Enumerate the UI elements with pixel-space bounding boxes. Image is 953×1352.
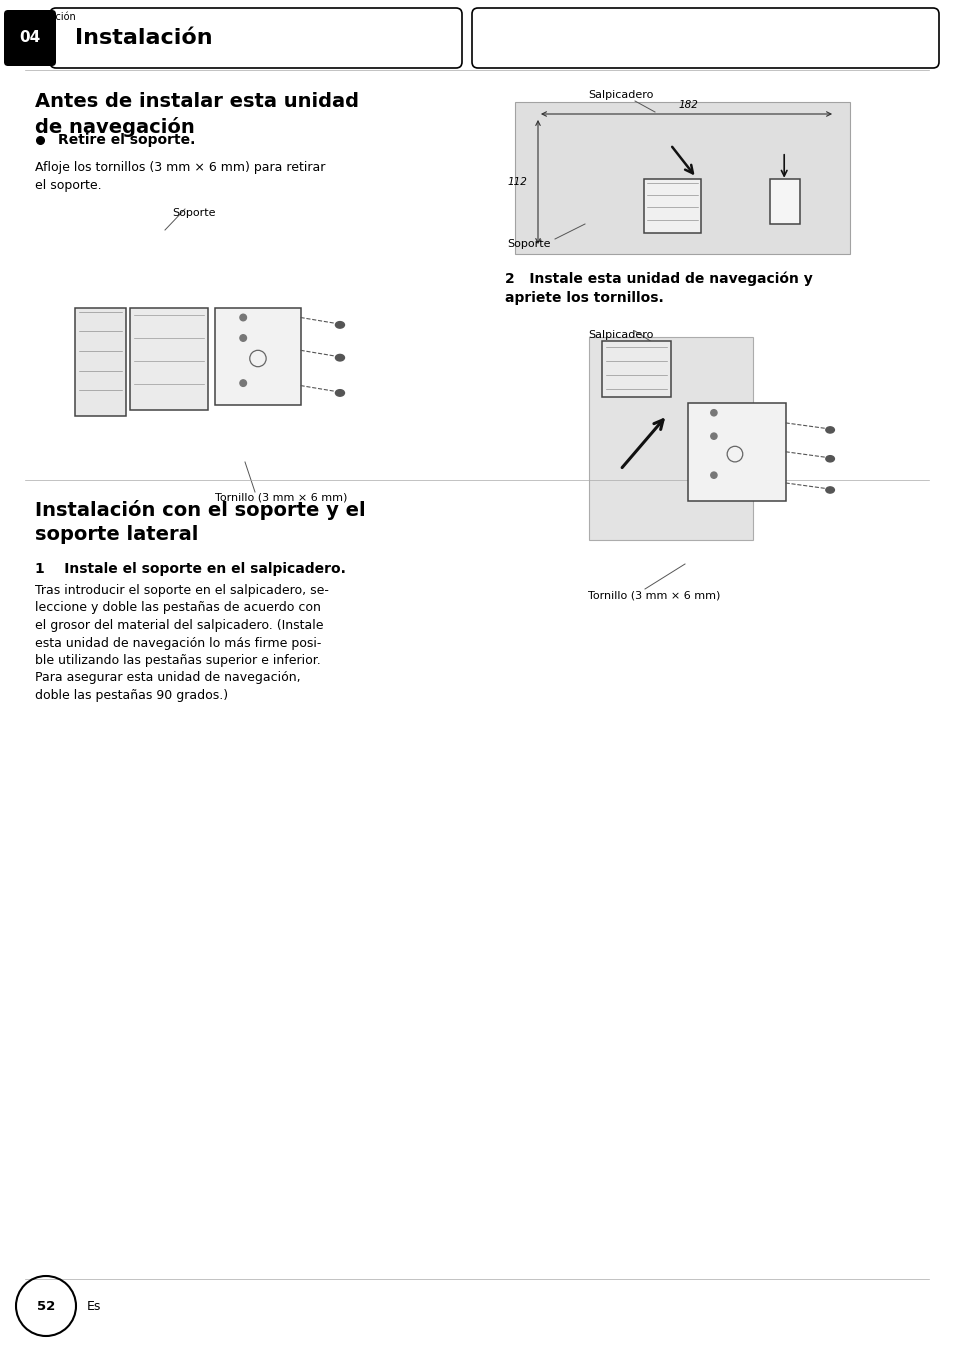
Text: 1    Instale el soporte en el salpicadero.: 1 Instale el soporte en el salpicadero. [35,562,346,576]
Text: Afloje los tornillos (3 mm × 6 mm) para retirar
el soporte.: Afloje los tornillos (3 mm × 6 mm) para … [35,161,325,192]
FancyBboxPatch shape [50,8,461,68]
Text: 52: 52 [37,1299,55,1313]
Ellipse shape [825,427,834,433]
FancyBboxPatch shape [214,308,300,406]
Text: Es: Es [87,1299,101,1313]
Circle shape [239,380,246,387]
Ellipse shape [335,354,344,361]
Text: Tornillo (3 mm × 6 mm): Tornillo (3 mm × 6 mm) [587,589,720,600]
Circle shape [239,314,246,320]
Text: 04: 04 [19,31,41,46]
FancyBboxPatch shape [75,308,126,416]
Circle shape [710,433,717,439]
FancyBboxPatch shape [4,9,56,66]
Text: Soporte: Soporte [172,208,215,218]
FancyBboxPatch shape [687,403,785,500]
Ellipse shape [825,456,834,462]
FancyBboxPatch shape [643,180,700,233]
Text: Sección: Sección [38,12,75,22]
Text: 2   Instale esta unidad de navegación y
apriete los tornillos.: 2 Instale esta unidad de navegación y ap… [504,272,812,306]
FancyBboxPatch shape [472,8,938,68]
Text: Salpicadero: Salpicadero [587,91,653,100]
Text: Instalación: Instalación [75,28,213,49]
Text: Tornillo (3 mm × 6 mm): Tornillo (3 mm × 6 mm) [214,492,347,502]
Text: Retire el soporte.: Retire el soporte. [58,132,195,147]
Polygon shape [589,337,752,539]
Text: Tras introducir el soporte en el salpicadero, se-
leccione y doble las pestañas : Tras introducir el soporte en el salpica… [35,584,329,702]
Text: Instalación con el soporte y el
soporte lateral: Instalación con el soporte y el soporte … [35,500,365,545]
Polygon shape [515,101,849,254]
Circle shape [239,335,246,341]
FancyBboxPatch shape [601,341,670,397]
Text: Salpicadero: Salpicadero [587,330,653,339]
Ellipse shape [825,487,834,493]
Text: Soporte: Soporte [506,239,550,249]
Text: Antes de instalar esta unidad
de navegación: Antes de instalar esta unidad de navegac… [35,92,358,137]
Text: 112: 112 [507,177,526,187]
Ellipse shape [335,322,344,329]
FancyBboxPatch shape [769,180,800,224]
FancyBboxPatch shape [130,308,208,410]
Circle shape [710,410,717,416]
Circle shape [710,472,717,479]
Text: 182: 182 [678,100,698,111]
Ellipse shape [335,389,344,396]
